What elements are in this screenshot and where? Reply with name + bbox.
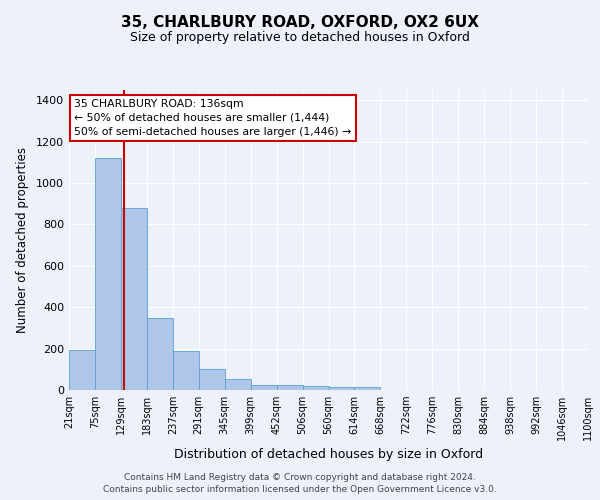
Y-axis label: Number of detached properties: Number of detached properties — [16, 147, 29, 333]
Text: 35, CHARLBURY ROAD, OXFORD, OX2 6UX: 35, CHARLBURY ROAD, OXFORD, OX2 6UX — [121, 15, 479, 30]
Bar — [147, 318, 173, 390]
Bar — [121, 208, 147, 390]
Bar — [225, 378, 251, 390]
Bar — [199, 370, 224, 390]
Bar — [355, 387, 380, 390]
Text: Contains public sector information licensed under the Open Government Licence v3: Contains public sector information licen… — [103, 484, 497, 494]
Bar — [95, 158, 121, 390]
Bar — [69, 350, 95, 390]
Text: Size of property relative to detached houses in Oxford: Size of property relative to detached ho… — [130, 31, 470, 44]
Bar — [302, 386, 329, 390]
Text: 35 CHARLBURY ROAD: 136sqm
← 50% of detached houses are smaller (1,444)
50% of se: 35 CHARLBURY ROAD: 136sqm ← 50% of detac… — [74, 99, 352, 137]
X-axis label: Distribution of detached houses by size in Oxford: Distribution of detached houses by size … — [174, 448, 483, 462]
Text: Contains HM Land Registry data © Crown copyright and database right 2024.: Contains HM Land Registry data © Crown c… — [124, 473, 476, 482]
Bar — [277, 385, 302, 390]
Bar — [329, 387, 355, 390]
Bar — [173, 350, 199, 390]
Bar — [251, 385, 277, 390]
